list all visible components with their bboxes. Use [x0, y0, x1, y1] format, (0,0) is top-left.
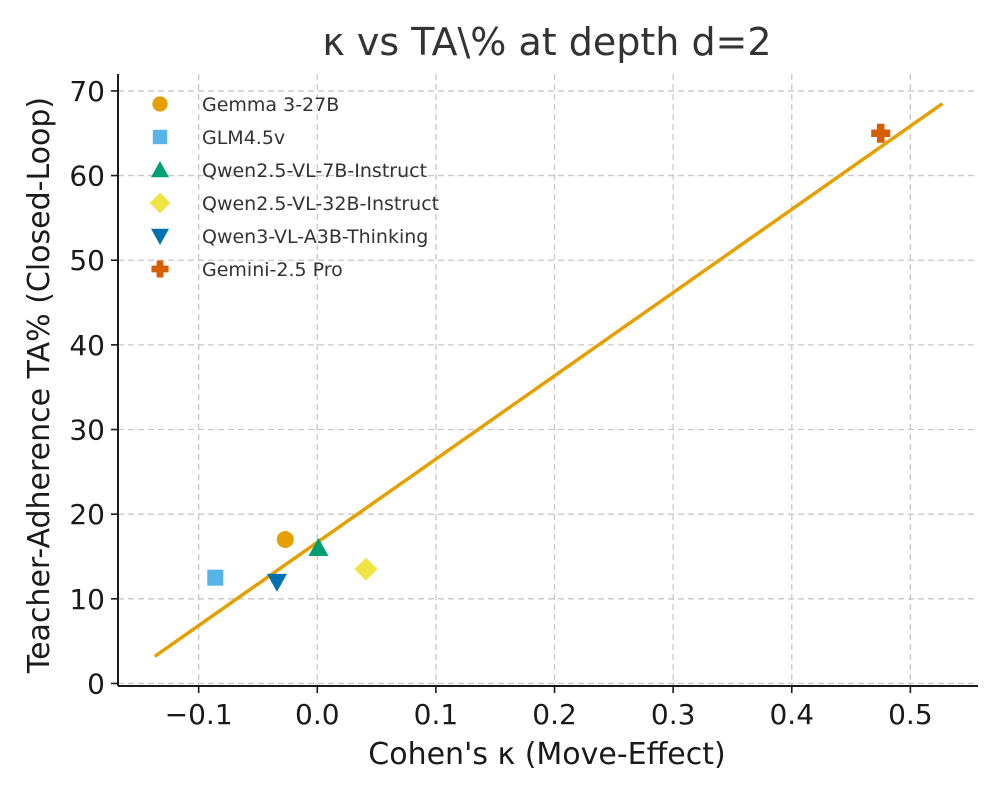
legend-label-5: Gemini-2.5 Pro	[202, 259, 343, 281]
y-tick-label-1: 10	[69, 583, 105, 616]
legend: Gemma 3-27B GLM4.5v Qwen2.5-VL-7B-Instruct…	[149, 94, 439, 281]
data-point-0-0	[276, 531, 294, 549]
y-tick-label-3: 30	[69, 414, 105, 447]
data-point-3-0	[354, 557, 378, 581]
legend-label-2: Qwen2.5-VL-7B-Instruct	[202, 160, 427, 182]
grid-lines	[118, 74, 978, 686]
legend-label-1: GLM4.5v	[202, 127, 285, 149]
x-tick-label-5: 0.4	[769, 698, 814, 731]
y-tick-label-7: 70	[69, 75, 105, 108]
x-tick-label-2: 0.1	[414, 698, 459, 731]
legend-label-3: Qwen2.5-VL-32B-Instruct	[202, 193, 439, 215]
legend-marker-0	[152, 96, 168, 112]
data-point-5-0	[871, 123, 891, 143]
y-tick-label-2: 20	[69, 498, 105, 531]
legend-marker-2	[151, 161, 169, 178]
trend-line	[153, 102, 944, 658]
axes	[111, 74, 978, 693]
y-tick-label-6: 60	[69, 160, 105, 193]
x-tick-label-1: 0.0	[295, 698, 340, 731]
legend-label-0: Gemma 3-27B	[202, 94, 339, 116]
trend-line-group	[153, 102, 944, 658]
x-axis-label: Cohen's κ (Move-Effect)	[368, 737, 725, 772]
legend-marker-1	[152, 129, 168, 145]
tick-labels: −0.1 0.0 0.1 0.2 0.3 0.4 0.5 0 10 20 30 40 50 60 70	[69, 75, 932, 731]
data-points	[207, 123, 891, 592]
data-point-1-0	[207, 569, 224, 586]
chart-title: κ vs TA\% at depth d=2	[322, 20, 771, 64]
y-tick-label-4: 40	[69, 329, 105, 362]
x-tick-label-4: 0.3	[651, 698, 696, 731]
legend-label-4: Qwen3-VL-A3B-Thinking	[202, 226, 428, 248]
y-tick-label-0: 0	[87, 667, 105, 700]
data-point-2-0	[308, 538, 329, 557]
x-tick-label-0: −0.1	[165, 698, 233, 731]
y-tick-label-5: 50	[69, 244, 105, 277]
x-tick-label-6: 0.5	[888, 698, 933, 731]
y-axis-label: Teacher-Adherence TA% (Closed-Loop)	[22, 97, 57, 674]
x-tick-label-3: 0.2	[532, 698, 577, 731]
data-point-4-0	[266, 573, 287, 592]
legend-marker-5	[151, 260, 169, 278]
legend-marker-4	[151, 228, 169, 245]
legend-marker-3	[149, 192, 171, 214]
